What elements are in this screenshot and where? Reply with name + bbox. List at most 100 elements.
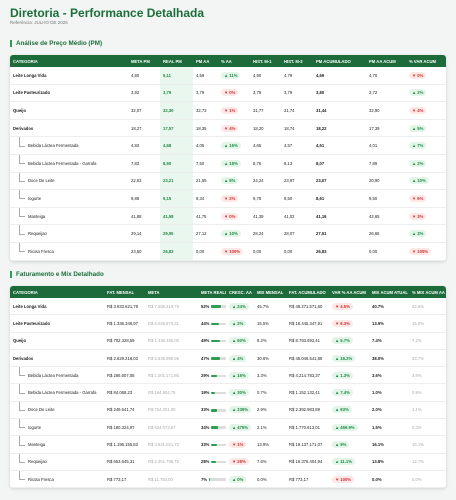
cell: R$ 2.392.983,89 — [286, 401, 329, 420]
cell-text: Queijo — [13, 107, 27, 113]
cell: R$ 2.629.218,03 — [104, 349, 145, 368]
cell-text: Requeijao — [28, 231, 47, 237]
cell-text: R$ 653.645,31 — [107, 459, 135, 465]
cell-text: 13.8% — [372, 459, 384, 465]
cell-text: 4,57 — [284, 143, 293, 149]
cell-text: ▲ 16% — [229, 371, 249, 379]
cell: 15.0% — [409, 314, 446, 333]
cell: ▼ 6% — [406, 189, 446, 208]
progress-bar — [209, 478, 211, 481]
title: Diretoria - Performance Detalhada — [10, 6, 205, 20]
cell-text: ▲ 8% — [221, 177, 239, 185]
cell: Leite Longa Vida — [10, 298, 104, 316]
cell-text: R$ 7.555.210,78 — [148, 303, 179, 309]
cell: 2.0% — [369, 401, 409, 420]
cell: ▲ 4% — [226, 349, 254, 368]
cell-text: R$ 19.137.171,07 — [289, 442, 323, 448]
cell-text: 32,30 — [163, 107, 174, 113]
cell: ▲ 10% — [218, 224, 250, 243]
cell: R$ 1.196.155,83 — [104, 435, 145, 454]
cell-text: R$ 249.641,74 — [107, 407, 135, 413]
cell-text: Derivados — [13, 355, 34, 361]
cell-text: 26,66 — [369, 231, 380, 237]
cell: 8.2% — [254, 332, 286, 350]
cell-text: 4,51 — [316, 143, 325, 149]
cell: ▲ 30% — [226, 383, 254, 402]
cell: 8,76 — [250, 154, 281, 173]
cell-text: 9,78 — [253, 195, 262, 201]
cell: R$ 84.068,23 — [104, 383, 145, 402]
cell-text: ▲ 10% — [409, 177, 429, 185]
cell-text: Bebida Láctea Fermentada - Garrafa — [28, 160, 97, 166]
cell: 3.3% — [254, 366, 286, 385]
cell-text: 31,77 — [253, 107, 264, 113]
cell-text: ▲ 475% — [229, 423, 252, 431]
column-header: META REALIZ. — [198, 286, 226, 298]
cell-text: Derivados — [13, 125, 34, 131]
cell-text: 45.7% — [257, 303, 269, 309]
cell: ▲ 9% — [329, 435, 369, 454]
cell-text: ▼ 28% — [229, 458, 249, 466]
cell: Iogurte — [10, 418, 104, 437]
progress-bar — [211, 443, 218, 447]
column-header: % VAR ACUM — [406, 55, 446, 67]
table-row: Bebida Láctea Fermentada - Garrafa R$ 84.… — [10, 383, 446, 402]
section-title: Análise de Preço Médio (PM) — [10, 40, 102, 47]
cell-text: Leite Pasteurizado — [13, 90, 51, 96]
cell-text: 18,27 — [131, 125, 142, 131]
cell: 3,80 — [313, 84, 366, 103]
cell: 31,44 — [313, 101, 366, 120]
cell: 9,50 — [281, 189, 313, 208]
cell: 13.8% — [369, 453, 409, 471]
cell: 17,39 — [366, 119, 406, 138]
cell: 18,35 — [193, 119, 218, 138]
progress-track — [211, 305, 226, 308]
cell: ▲ 93% — [329, 401, 369, 420]
cell-text: 30.6% — [257, 355, 269, 361]
cell: 29% — [198, 366, 226, 385]
cell-text: 4,69 — [316, 72, 325, 78]
cell-text: 8,61 — [316, 195, 325, 201]
cell: 9,88 — [128, 189, 160, 208]
cell-text: 7,89 — [369, 160, 378, 166]
cell-text: 15.0% — [412, 320, 424, 326]
cell: 4,59 — [193, 67, 218, 85]
column-header: VAR % AA ACUM — [329, 286, 369, 298]
cell-text: 4,79 — [284, 72, 293, 78]
table-row: Leite Longa Vida R$ 3.933.621,78 R$ 7.555.… — [10, 298, 446, 316]
column-header: HIST. M-1 — [250, 55, 281, 67]
cell: ▼ 28% — [226, 453, 254, 471]
cell: 17,57 — [160, 119, 193, 138]
cell: 4,79 — [281, 67, 313, 85]
table-row: Manteiga R$ 1.196.155,83 R$ 3.621.021,72 33… — [10, 435, 446, 454]
cell-text: Leite Longa Vida — [13, 72, 47, 78]
cell-text: Manteiga — [28, 213, 46, 219]
table-row: Bebida Láctea Fermentada 4,83 4,68 4,05 ▲ 15… — [10, 136, 446, 155]
cell-text: 41,58 — [163, 213, 174, 219]
cell: Leite Longa Vida — [10, 67, 128, 85]
cell-text: 21,55 — [196, 178, 207, 184]
column-header: META PM — [128, 55, 160, 67]
cell-text: ▼ 4.5% — [332, 302, 353, 310]
cell-text: ▲ 459.9% — [332, 423, 358, 431]
cell-text: 28,07 — [284, 231, 295, 237]
cell-text: R$ 754.201,00 — [148, 407, 176, 413]
cell: 23,50 — [128, 242, 160, 261]
cell-text: ▲ 3% — [409, 230, 427, 238]
cell-text: ▲ 11% — [221, 71, 241, 79]
cell-text: 12.7% — [412, 459, 424, 465]
cell: 42.6% — [409, 298, 446, 316]
cell: ▲ 7% — [406, 136, 446, 155]
cell-text: 27,51 — [316, 231, 327, 237]
cell-text: 2.9% — [257, 407, 267, 413]
cell-text: ▼ 0% — [221, 89, 239, 97]
cell-text: R$ 2.301.795,75 — [148, 459, 179, 465]
cell: 41,75 — [193, 207, 218, 226]
cell-text: 13.9% — [257, 442, 269, 448]
table: CATEGORIA META PM REAL PM PM AA% AA HIST. M-… — [10, 55, 446, 261]
cell-text: 7.6% — [257, 459, 267, 465]
column-header: MIX ACUM ATUAL — [369, 286, 409, 298]
progress-bar — [211, 305, 221, 308]
progress-label: 28% — [201, 459, 210, 465]
